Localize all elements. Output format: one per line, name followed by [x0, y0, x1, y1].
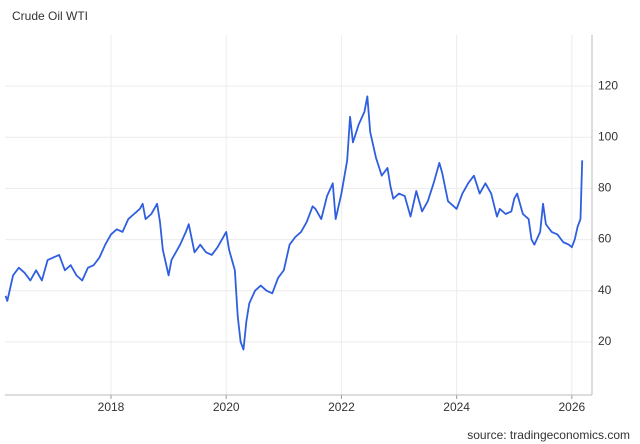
y-tick-label: 60	[598, 232, 612, 246]
y-tick-label: 40	[598, 283, 612, 297]
x-tick-label: 2020	[213, 400, 240, 414]
x-tick-label: 2026	[558, 400, 585, 414]
x-tick-label: 2022	[328, 400, 355, 414]
y-tick-label: 100	[598, 129, 618, 143]
x-tick-label: 2018	[98, 400, 125, 414]
y-tick-label: 20	[598, 334, 612, 348]
y-tick-label: 80	[598, 181, 612, 195]
source: source: tradingeconomics.com	[467, 428, 630, 442]
chart-title: Crude Oil WTI	[12, 9, 88, 23]
x-tick-label: 2024	[443, 400, 470, 414]
y-tick-label: 120	[598, 78, 618, 92]
data-line	[4, 95, 584, 351]
